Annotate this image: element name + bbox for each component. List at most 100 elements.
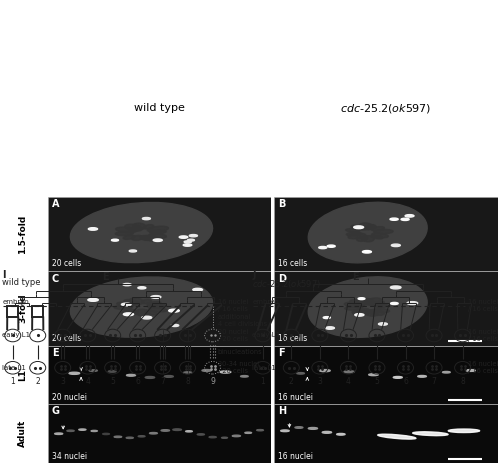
Ellipse shape bbox=[132, 235, 142, 240]
Ellipse shape bbox=[130, 298, 143, 305]
Ellipse shape bbox=[346, 229, 360, 232]
Ellipse shape bbox=[108, 371, 116, 372]
Ellipse shape bbox=[149, 307, 167, 312]
Ellipse shape bbox=[368, 374, 378, 375]
Ellipse shape bbox=[127, 311, 138, 315]
Ellipse shape bbox=[184, 372, 192, 374]
Ellipse shape bbox=[327, 245, 335, 247]
Text: E: E bbox=[352, 272, 358, 282]
Ellipse shape bbox=[102, 433, 110, 435]
Ellipse shape bbox=[319, 246, 327, 249]
Ellipse shape bbox=[91, 431, 98, 432]
Ellipse shape bbox=[116, 302, 134, 307]
Text: C: C bbox=[52, 274, 59, 283]
Ellipse shape bbox=[198, 434, 204, 435]
Text: I: I bbox=[2, 270, 6, 280]
Ellipse shape bbox=[209, 437, 216, 438]
Ellipse shape bbox=[125, 224, 142, 231]
Ellipse shape bbox=[145, 376, 154, 378]
Ellipse shape bbox=[359, 223, 373, 230]
Text: late L1: late L1 bbox=[2, 365, 26, 371]
Ellipse shape bbox=[308, 427, 318, 429]
Ellipse shape bbox=[144, 235, 160, 241]
Ellipse shape bbox=[346, 232, 362, 236]
Ellipse shape bbox=[374, 308, 390, 313]
Text: early L1: early L1 bbox=[252, 332, 280, 338]
Ellipse shape bbox=[336, 433, 345, 435]
Ellipse shape bbox=[186, 431, 192, 432]
Ellipse shape bbox=[358, 298, 365, 300]
Text: B: B bbox=[278, 199, 285, 209]
Text: 4: 4 bbox=[86, 377, 90, 386]
Ellipse shape bbox=[295, 427, 303, 428]
Text: 16 nuclei: 16 nuclei bbox=[278, 393, 313, 402]
Ellipse shape bbox=[401, 218, 409, 220]
Ellipse shape bbox=[140, 236, 150, 240]
Ellipse shape bbox=[153, 239, 162, 241]
Ellipse shape bbox=[345, 306, 362, 310]
Ellipse shape bbox=[150, 432, 158, 434]
Ellipse shape bbox=[88, 228, 98, 230]
Ellipse shape bbox=[126, 375, 136, 376]
Ellipse shape bbox=[142, 316, 152, 319]
Text: 2: 2 bbox=[36, 377, 40, 386]
Ellipse shape bbox=[124, 313, 134, 316]
Ellipse shape bbox=[355, 313, 364, 316]
Ellipse shape bbox=[362, 250, 372, 253]
Ellipse shape bbox=[164, 375, 173, 377]
Ellipse shape bbox=[114, 305, 132, 309]
Text: 1: 1 bbox=[260, 377, 265, 386]
Ellipse shape bbox=[138, 436, 145, 437]
Ellipse shape bbox=[323, 317, 330, 319]
Text: 8: 8 bbox=[460, 377, 465, 386]
Ellipse shape bbox=[124, 300, 138, 305]
Ellipse shape bbox=[372, 235, 383, 239]
Ellipse shape bbox=[362, 236, 374, 242]
Ellipse shape bbox=[161, 430, 170, 431]
Ellipse shape bbox=[232, 435, 240, 437]
Text: 30-34 nuclei
/ 20 cells: 30-34 nuclei / 20 cells bbox=[218, 361, 258, 374]
Ellipse shape bbox=[448, 429, 480, 432]
Ellipse shape bbox=[54, 433, 62, 434]
Ellipse shape bbox=[405, 215, 414, 217]
Ellipse shape bbox=[256, 430, 264, 431]
Text: 16 cells: 16 cells bbox=[278, 334, 308, 343]
Ellipse shape bbox=[184, 241, 192, 243]
Ellipse shape bbox=[378, 323, 388, 325]
Text: wild type: wild type bbox=[134, 103, 185, 113]
Text: 16 nuclei
/ 16 cells: 16 nuclei / 16 cells bbox=[468, 299, 498, 312]
Text: 20 nuclei
/ 20 cells: 20 nuclei / 20 cells bbox=[218, 329, 248, 342]
Ellipse shape bbox=[394, 376, 402, 378]
Ellipse shape bbox=[466, 369, 475, 371]
Ellipse shape bbox=[144, 225, 154, 229]
Text: J: J bbox=[252, 270, 256, 280]
Ellipse shape bbox=[322, 432, 332, 433]
Text: D: D bbox=[278, 274, 286, 283]
Ellipse shape bbox=[418, 375, 426, 377]
Ellipse shape bbox=[112, 239, 118, 241]
Ellipse shape bbox=[308, 277, 427, 338]
Ellipse shape bbox=[372, 233, 388, 238]
Ellipse shape bbox=[365, 298, 382, 305]
Ellipse shape bbox=[308, 202, 427, 263]
Ellipse shape bbox=[366, 225, 376, 230]
Text: 1.5-fold: 1.5-fold bbox=[18, 214, 27, 254]
Ellipse shape bbox=[70, 277, 213, 337]
Ellipse shape bbox=[69, 372, 80, 375]
Text: 4: 4 bbox=[346, 377, 351, 386]
Text: 3: 3 bbox=[318, 377, 322, 386]
Ellipse shape bbox=[147, 226, 169, 232]
Ellipse shape bbox=[390, 286, 401, 289]
Text: 16 nuclei
/ 16 cells: 16 nuclei / 16 cells bbox=[218, 299, 248, 312]
Ellipse shape bbox=[148, 304, 166, 308]
Ellipse shape bbox=[173, 429, 182, 431]
Ellipse shape bbox=[147, 301, 161, 306]
Text: E: E bbox=[52, 348, 59, 357]
Ellipse shape bbox=[123, 283, 131, 286]
Ellipse shape bbox=[412, 432, 448, 436]
Ellipse shape bbox=[368, 309, 384, 315]
Ellipse shape bbox=[129, 250, 136, 252]
Ellipse shape bbox=[79, 429, 86, 430]
Bar bbox=[32, 306, 43, 318]
Text: A: A bbox=[52, 199, 60, 209]
